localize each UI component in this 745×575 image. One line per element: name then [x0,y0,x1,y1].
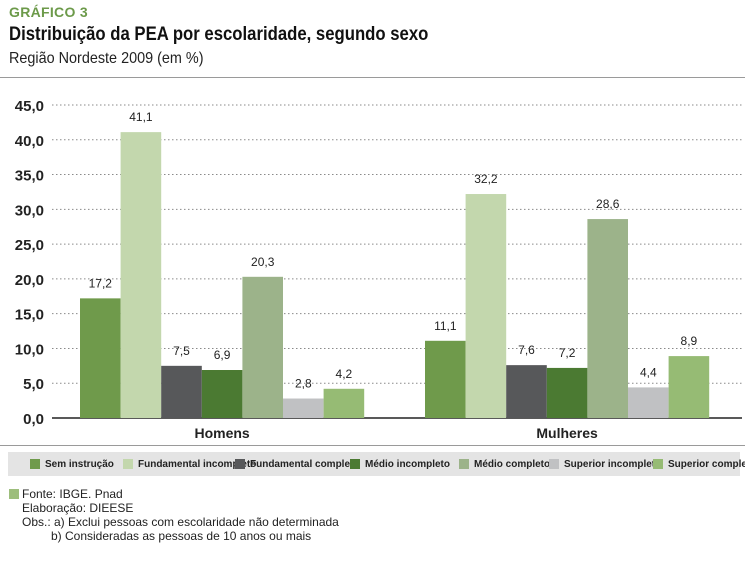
chart-subtitle: Região Nordeste 2009 (em %) [9,50,204,67]
y-tick-label: 35,0 [15,168,44,185]
bar [283,398,324,418]
legend-item: Sem instrução [30,458,114,470]
bar [628,387,669,418]
bar [242,276,283,418]
chart-title: Distribuição da PEA por escolaridade, se… [9,24,429,45]
legend-item: Médio incompleto [350,458,450,470]
y-tick-label: 30,0 [15,202,44,219]
bar [80,298,121,418]
legend-label: Médio incompleto [365,458,450,470]
legend-item: Superior completo [653,458,745,470]
header-divider [0,77,745,78]
legend-label: Superior incompleto [564,458,662,470]
legend-item: Médio completo [459,458,550,470]
legend-swatch-icon [653,459,663,469]
legend: Sem instrução Fundamental incompleto Funda… [8,452,745,476]
bar [506,365,547,418]
elaboration-line: Elaboração: DIEESE [22,501,134,515]
legend-swatch-icon [30,459,40,469]
legend-swatch-icon [350,459,360,469]
legend-swatch-icon [549,459,559,469]
legend-item: Superior incompleto [549,458,661,470]
y-tick-label: 20,0 [15,272,44,289]
bar [668,356,710,418]
data-label: 7,5 [173,344,190,358]
data-label: 28,6 [596,197,620,211]
data-label: 4,4 [640,365,657,379]
data-label: 6,9 [214,348,231,362]
y-tick-label: 0,0 [23,411,44,428]
x-category-label: Mulheres [536,425,598,441]
legend-label: Fundamental incompleto [138,458,257,470]
bar [425,340,466,418]
bar [587,219,628,418]
y-tick-label: 40,0 [15,133,44,150]
data-label: 7,6 [518,343,535,357]
observation-a: Obs.: a) Exclui pessoas com escolaridade… [22,515,339,529]
legend-swatch-icon [123,459,133,469]
data-label: 2,8 [295,377,312,391]
legend-swatch-icon [235,459,245,469]
legend-item: Fundamental completo [235,458,359,470]
bar [120,132,162,419]
legend-label: Superior completo [668,458,745,470]
data-label: 17,2 [89,276,113,290]
bar-chart: 0,0 5,0 10,0 15,0 20,0 25,0 30,0 35,0 40,0 45,0 17… [15,98,742,441]
data-label: 4,2 [336,367,353,381]
legend-item: Fundamental incompleto [123,458,256,470]
bar [546,367,588,418]
legend-swatch-icon [459,459,469,469]
bar [201,370,243,418]
data-label: 7,2 [559,346,576,360]
y-tick-label: 10,0 [15,341,44,358]
data-label: 20,3 [251,255,275,269]
observation-b: b) Consideradas as pessoas de 10 anos ou… [51,529,312,543]
bar [323,388,365,418]
data-label: 41,1 [129,110,153,124]
data-label: 11,1 [434,319,457,333]
y-tick-label: 25,0 [15,237,44,254]
legend-label: Médio completo [474,458,551,470]
x-category-label: Homens [194,425,249,441]
y-tick-label: 5,0 [23,376,44,393]
source-line: Fonte: IBGE. Pnad [9,487,339,501]
y-tick-label: 15,0 [15,307,44,324]
source-swatch-icon [9,489,19,499]
legend-label: Sem instrução [45,458,114,470]
data-label: 32,2 [474,172,498,186]
source-text: Fonte: IBGE. Pnad [22,487,123,501]
legend-divider [0,445,745,446]
legend-label: Fundamental completo [250,458,360,470]
data-label: 8,9 [681,334,698,348]
bar [161,365,202,418]
chart-label: GRÁFICO 3 [9,4,88,20]
bar [465,194,507,418]
y-tick-label: 45,0 [15,98,44,115]
source-notes: Fonte: IBGE. Pnad Elaboração: DIEESE Obs… [9,487,339,543]
